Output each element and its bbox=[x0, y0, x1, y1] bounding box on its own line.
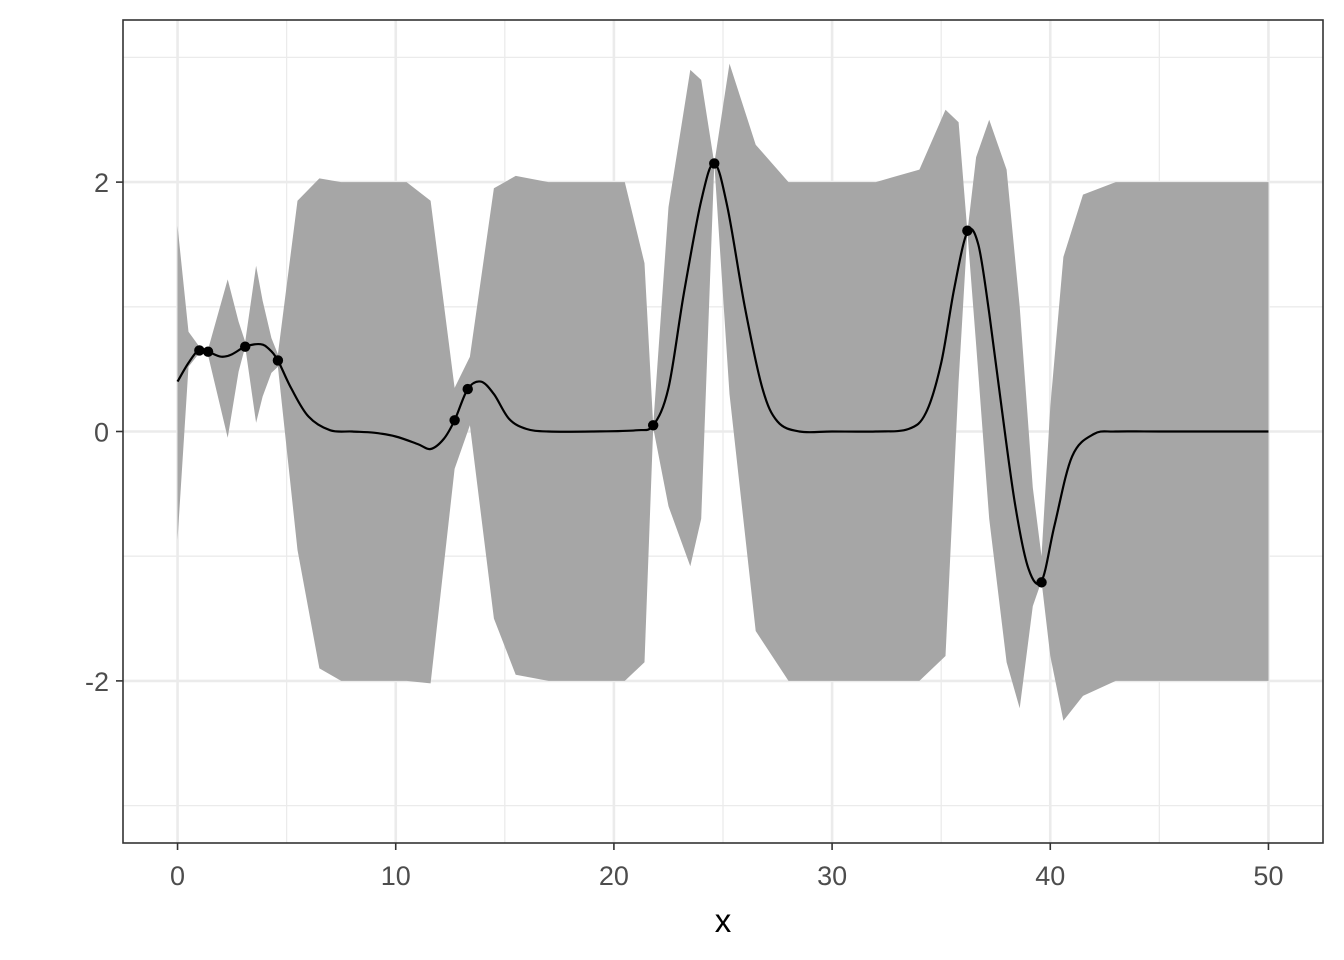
data-point bbox=[962, 225, 973, 236]
x-tick-label: 50 bbox=[1253, 861, 1283, 891]
y-axis: -2 0 2 bbox=[85, 168, 123, 697]
mean-line-path bbox=[176, 162, 1269, 586]
x-tick-label: 20 bbox=[599, 861, 629, 891]
data-point bbox=[202, 346, 214, 357]
y-tick-label: -2 bbox=[85, 667, 109, 697]
x-axis-title: x bbox=[715, 902, 732, 939]
x-tick-label: 10 bbox=[381, 861, 411, 891]
data-point bbox=[194, 345, 205, 356]
x-axis: 0 10 20 30 40 50 bbox=[170, 843, 1283, 891]
data-point bbox=[239, 341, 251, 352]
x-tick-label: 0 bbox=[170, 861, 185, 891]
data-point bbox=[709, 158, 720, 169]
data-point bbox=[272, 355, 284, 366]
mean-line bbox=[176, 162, 1269, 586]
x-tick-label: 30 bbox=[817, 861, 847, 891]
x-tick-label: 40 bbox=[1035, 861, 1065, 891]
uncertainty-band bbox=[177, 63, 1269, 721]
y-tick-label: 2 bbox=[94, 168, 109, 198]
y-tick-label: 0 bbox=[94, 418, 109, 448]
confidence-ribbon bbox=[177, 63, 1269, 721]
data-point bbox=[449, 415, 460, 426]
data-point bbox=[1036, 577, 1047, 588]
observation-points bbox=[194, 158, 1047, 588]
data-point bbox=[462, 383, 473, 395]
data-point bbox=[647, 420, 659, 431]
